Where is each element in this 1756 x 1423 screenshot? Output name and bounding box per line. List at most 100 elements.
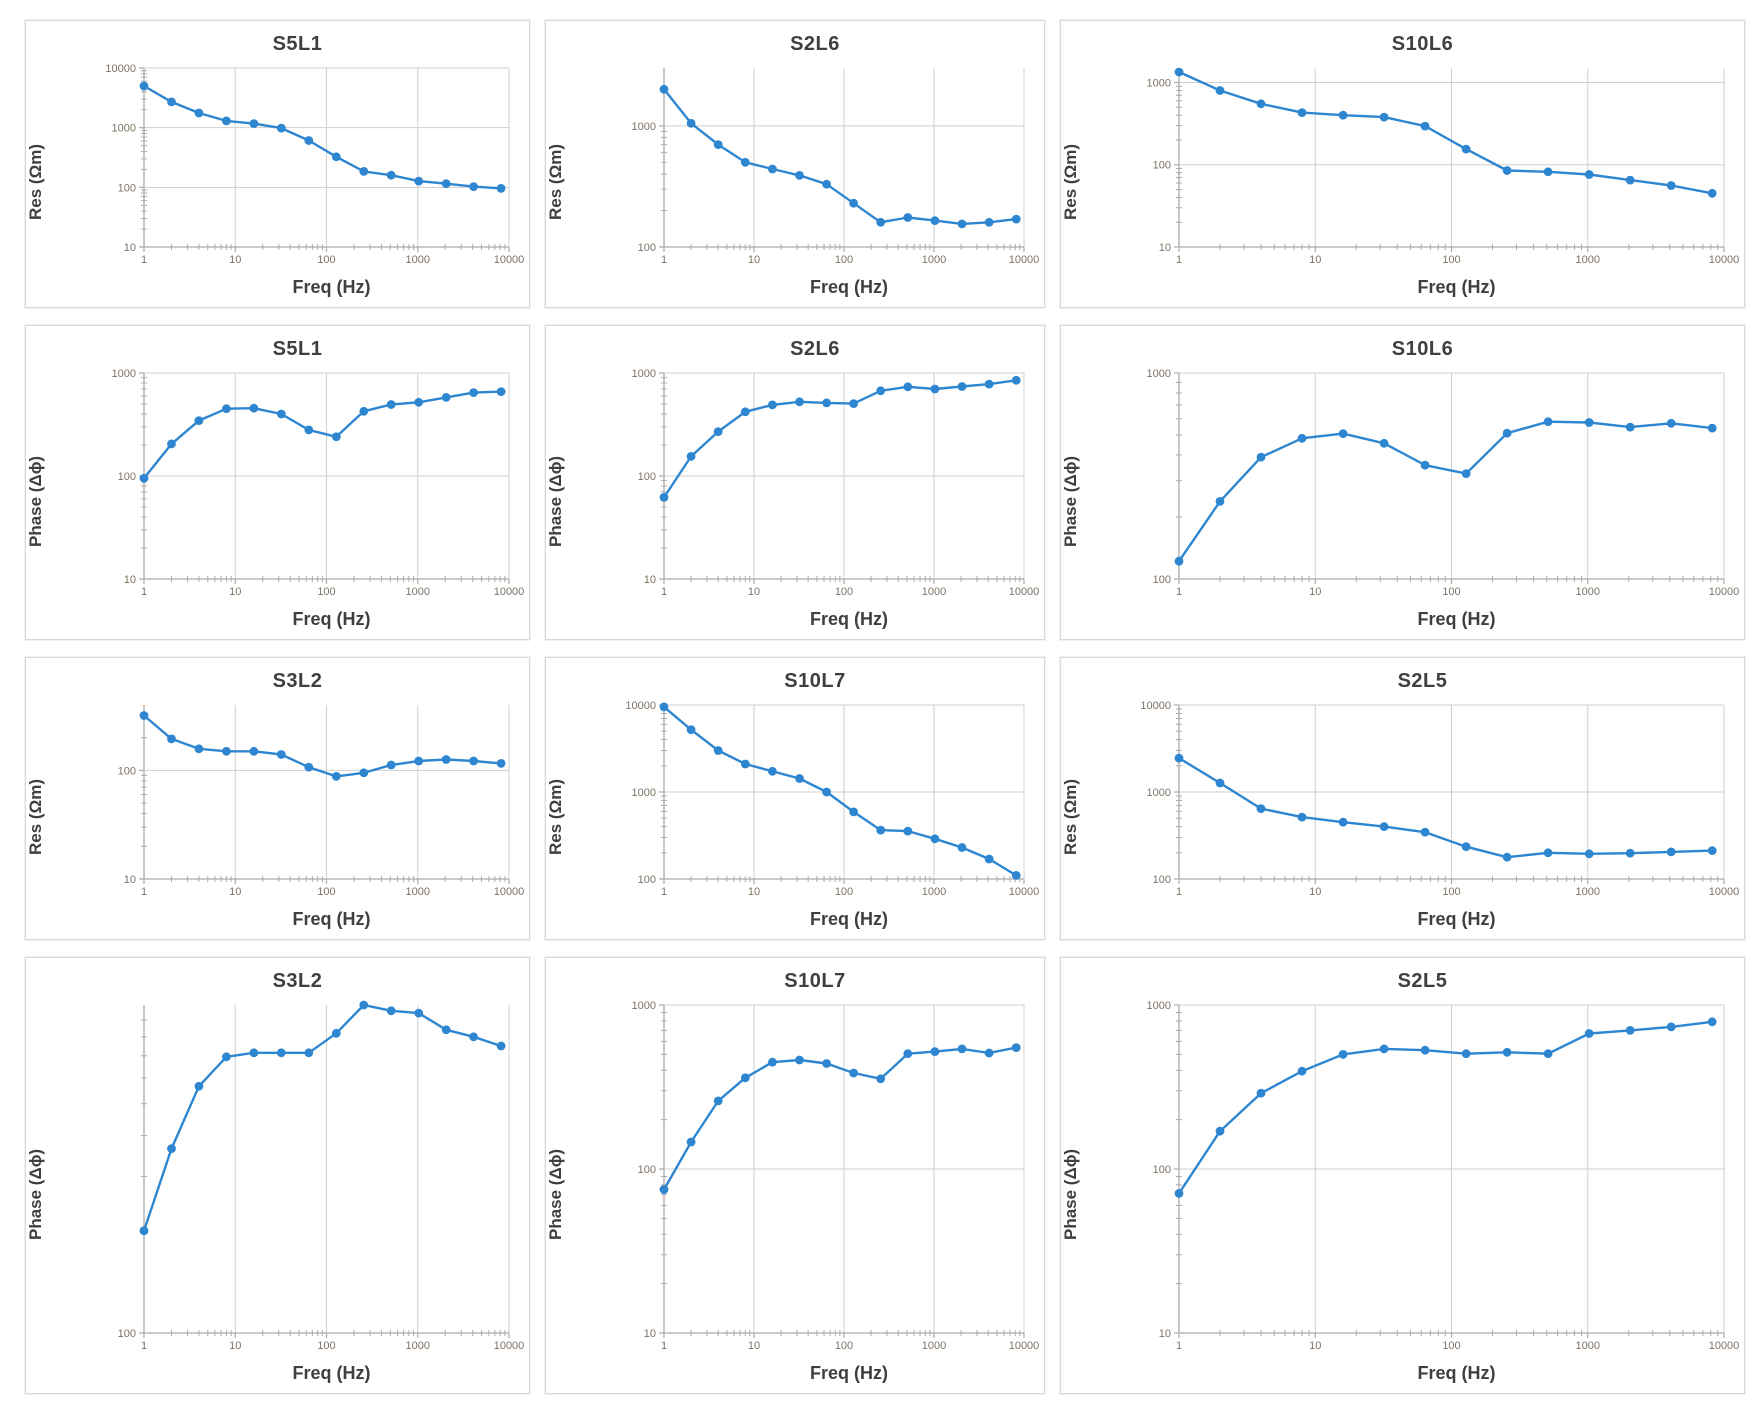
svg-text:100: 100 <box>638 242 656 254</box>
chart-title: S10L6 <box>1391 33 1454 55</box>
chart-title: S5L1 <box>272 338 323 360</box>
svg-text:1000: 1000 <box>632 787 656 799</box>
line-plot: 10 100 1000 1 10 100 1000 10000 <box>632 368 1040 598</box>
plot-area: 100 1000 10000 1 10 100 1000 10000 Freq (Hz) <box>608 695 1044 939</box>
y-axis-label: Phase (Δϕ) <box>26 455 45 547</box>
plot-area: 100 1 10 100 1000 10000 Freq (Hz) <box>88 995 529 1393</box>
x-axis-label: Freq (Hz) <box>292 1363 371 1383</box>
line-plot: 10 100 1000 1 10 100 1000 10000 <box>1147 1000 1740 1352</box>
svg-text:1: 1 <box>661 886 667 898</box>
svg-text:100: 100 <box>118 182 136 194</box>
x-axis-label: Freq (Hz) <box>292 909 371 929</box>
line-plot: 100 1 10 100 1000 10000 <box>118 1000 525 1352</box>
y-axis-label: Res (Ωm) <box>26 779 45 855</box>
svg-text:1000: 1000 <box>406 886 430 898</box>
svg-text:10000: 10000 <box>625 700 656 712</box>
svg-text:10: 10 <box>124 242 136 254</box>
x-axis-label: Freq (Hz) <box>810 909 888 929</box>
svg-text:10: 10 <box>229 1340 241 1352</box>
x-axis-label: Freq (Hz) <box>810 609 888 629</box>
chart-title: S3L2 <box>272 970 323 992</box>
svg-text:1000: 1000 <box>922 886 946 898</box>
svg-text:1000: 1000 <box>922 1340 946 1352</box>
svg-text:1000: 1000 <box>112 123 136 135</box>
chart-card-s2l5-phase: S2L5 Phase (Δϕ) 10 100 1000 1 10 100 1000 10000… <box>1060 957 1745 1394</box>
svg-text:1000: 1000 <box>632 1000 656 1012</box>
svg-text:1: 1 <box>1176 254 1182 266</box>
svg-text:10000: 10000 <box>1709 254 1740 266</box>
chart-card-s2l6-res: S2L6 Res (Ωm) 100 1000 1 10 100 1000 10000 Fre… <box>545 20 1045 308</box>
svg-text:10000: 10000 <box>1009 1340 1040 1352</box>
svg-text:10: 10 <box>229 886 241 898</box>
plot-area: 10 100 1000 10000 1 10 100 1000 10000 Freq (Hz) <box>88 58 529 307</box>
y-axis-label: Res (Ωm) <box>1061 144 1080 221</box>
svg-text:1: 1 <box>661 586 667 598</box>
y-axis-label: Phase (Δϕ) <box>26 1148 45 1240</box>
svg-text:100: 100 <box>835 886 853 898</box>
svg-text:10000: 10000 <box>1709 886 1740 898</box>
chart-body: Res (Ωm) 100 1000 1 10 100 1000 10000 Freq (Hz… <box>546 58 1044 307</box>
svg-text:1000: 1000 <box>1147 1000 1171 1012</box>
chart-card-s2l6-phase: S2L6 Phase (Δϕ) 10 100 1000 1 10 100 1000 10000… <box>545 325 1045 640</box>
svg-text:100: 100 <box>317 886 335 898</box>
svg-text:1: 1 <box>1176 1340 1182 1352</box>
svg-text:10: 10 <box>229 254 241 266</box>
line-plot: 10 100 1 10 100 1000 10000 <box>118 705 525 898</box>
svg-text:10000: 10000 <box>494 886 525 898</box>
svg-text:1000: 1000 <box>1576 586 1600 598</box>
svg-text:10000: 10000 <box>494 254 525 266</box>
plot-area: 10 100 1000 1 10 100 1000 10000 Freq (Hz) <box>1123 58 1744 307</box>
line-plot: 10 100 1000 1 10 100 1000 10000 <box>112 368 525 598</box>
svg-text:100: 100 <box>638 1164 656 1176</box>
chart-title: S5L1 <box>272 33 323 55</box>
svg-text:100: 100 <box>118 765 136 777</box>
chart-body: Phase (Δϕ) 100 1 10 100 1000 10000 Freq (Hz) <box>26 995 529 1393</box>
chart-title: S10L6 <box>1391 338 1454 360</box>
svg-text:100: 100 <box>638 874 656 886</box>
svg-text:100: 100 <box>317 586 335 598</box>
svg-text:100: 100 <box>1442 586 1460 598</box>
line-plot: 100 1000 1 10 100 1000 10000 <box>1147 368 1740 598</box>
svg-text:10000: 10000 <box>1009 886 1040 898</box>
svg-text:10: 10 <box>748 254 760 266</box>
chart-card-s10l7-phase: S10L7 Phase (Δϕ) 10 100 1000 1 10 100 1000 1000… <box>545 957 1045 1394</box>
svg-text:100: 100 <box>1442 1340 1460 1352</box>
svg-text:10000: 10000 <box>494 1340 525 1352</box>
svg-text:100: 100 <box>1153 874 1171 886</box>
chart-title: S2L6 <box>790 338 840 360</box>
svg-text:1000: 1000 <box>1147 77 1171 89</box>
svg-text:10: 10 <box>1159 242 1171 254</box>
svg-text:1: 1 <box>661 254 667 266</box>
y-axis-label: Res (Ωm) <box>1061 779 1080 855</box>
chart-title: S3L2 <box>272 670 323 692</box>
svg-text:1: 1 <box>141 886 147 898</box>
svg-text:100: 100 <box>317 1340 335 1352</box>
svg-text:1: 1 <box>1176 886 1182 898</box>
svg-text:1: 1 <box>141 254 147 266</box>
svg-text:100: 100 <box>317 254 335 266</box>
y-axis-label: Res (Ωm) <box>546 779 565 855</box>
svg-text:1000: 1000 <box>632 368 656 380</box>
chart-card-s3l2-res: S3L2 Res (Ωm) 10 100 1 10 100 1000 10000 Freq … <box>25 657 530 940</box>
y-axis-label: Phase (Δϕ) <box>546 1148 565 1240</box>
svg-text:10: 10 <box>124 574 136 586</box>
line-plot: 100 1000 10000 1 10 100 1000 10000 <box>625 700 1040 898</box>
x-axis-label: Freq (Hz) <box>1417 277 1496 297</box>
chart-body: Res (Ωm) 10 100 1 10 100 1000 10000 Freq (Hz) <box>26 695 529 939</box>
x-axis-label: Freq (Hz) <box>292 277 371 297</box>
chart-card-s10l6-res: S10L6 Res (Ωm) 10 100 1000 1 10 100 1000 10000 … <box>1060 20 1745 308</box>
svg-text:100: 100 <box>835 254 853 266</box>
y-axis-label: Phase (Δϕ) <box>1061 1148 1080 1240</box>
plot-area: 100 1000 10000 1 10 100 1000 10000 Freq (Hz) <box>1123 695 1744 939</box>
chart-body: Res (Ωm) 100 1000 10000 1 10 100 1000 10000 Fre… <box>1061 695 1744 939</box>
svg-text:100: 100 <box>835 586 853 598</box>
chart-body: Res (Ωm) 10 100 1000 1 10 100 1000 10000 Freq (… <box>1061 58 1744 307</box>
chart-card-s10l6-phase: S10L6 Phase (Δϕ) 100 1000 1 10 100 1000 10000 … <box>1060 325 1745 640</box>
svg-text:10000: 10000 <box>494 586 525 598</box>
line-plot: 10 100 1000 10000 1 10 100 1000 10000 <box>105 63 525 266</box>
chart-card-s2l5-res: S2L5 Res (Ωm) 100 1000 10000 1 10 100 1000 1000… <box>1060 657 1745 940</box>
chart-title: S10L7 <box>784 670 846 692</box>
plot-area: 10 100 1000 1 10 100 1000 10000 Freq (Hz) <box>608 363 1044 639</box>
chart-card-s10l7-res: S10L7 Res (Ωm) 100 1000 10000 1 10 100 1000 100… <box>545 657 1045 940</box>
chart-body: Phase (Δϕ) 100 1000 1 10 100 1000 10000 Freq (… <box>1061 363 1744 639</box>
